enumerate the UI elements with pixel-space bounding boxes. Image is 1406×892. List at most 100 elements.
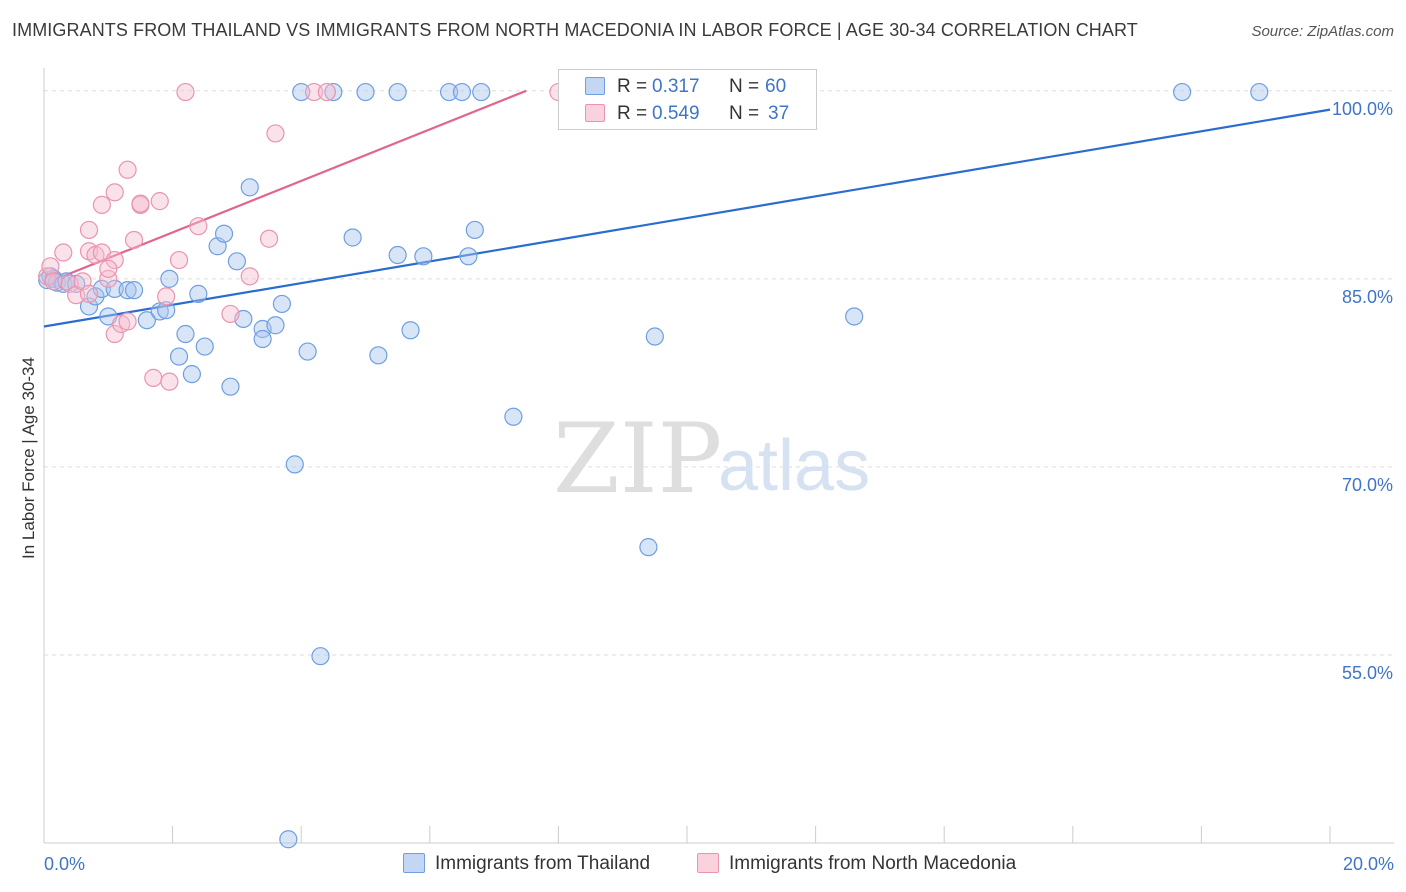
n-label: N = (729, 76, 760, 97)
point-north-macedonia (169, 250, 189, 270)
watermark-atlas: atlas (718, 426, 870, 506)
legend-swatch-thailand (403, 853, 425, 873)
r-label: R = (617, 103, 648, 124)
point-north-macedonia (105, 183, 124, 202)
point-thailand (401, 321, 420, 340)
watermark: ZIP atlas (553, 403, 870, 515)
point-thailand (356, 82, 375, 102)
x-tick-label: 20.0% (1343, 854, 1394, 874)
point-thailand (1250, 82, 1269, 102)
point-thailand (369, 346, 388, 365)
point-thailand (298, 342, 317, 361)
point-thailand (137, 311, 156, 330)
trend-lines (43, 89, 1331, 328)
point-north-macedonia (41, 257, 60, 276)
point-north-macedonia (79, 220, 99, 240)
point-thailand (160, 269, 179, 288)
legend-swatch-north-macedonia (697, 853, 719, 873)
axes (43, 68, 1394, 844)
point-thailand (414, 247, 433, 266)
n-value-thailand: 60 (765, 76, 787, 97)
point-thailand (1173, 82, 1192, 102)
point-thailand (452, 82, 472, 102)
legend-label-thailand: Immigrants from Thailand (435, 853, 651, 874)
point-thailand (214, 224, 234, 243)
point-thailand (439, 82, 459, 102)
y-tick-label: 55.0% (1342, 663, 1393, 683)
point-thailand (311, 647, 330, 666)
chart-title: IMMIGRANTS FROM THAILAND VS IMMIGRANTS F… (12, 20, 1138, 40)
point-north-macedonia (54, 243, 73, 262)
point-thailand (845, 307, 864, 326)
point-thailand (189, 284, 208, 303)
r-label: R = (617, 76, 648, 97)
point-north-macedonia (44, 272, 63, 291)
legend-label-north-macedonia: Immigrants from North Macedonia (729, 853, 1017, 874)
point-thailand (253, 329, 272, 349)
point-north-macedonia (105, 324, 124, 344)
point-thailand (150, 302, 169, 321)
point-thailand (285, 455, 304, 474)
point-north-macedonia (259, 229, 279, 248)
point-north-macedonia (79, 284, 99, 303)
point-north-macedonia (189, 217, 208, 236)
point-thailand (639, 538, 658, 557)
point-thailand (645, 327, 664, 346)
stats-box: R = 0.317 N = 60 R = 0.549 N = 37 (558, 69, 817, 130)
axis-labels: 100.0% 85.0% 70.0% 55.0% 0.0% 20.0% In Labor F… (19, 99, 1394, 874)
y-axis-title: In Labor Force | Age 30-34 (19, 357, 38, 559)
point-north-macedonia (92, 195, 111, 214)
point-north-macedonia (160, 372, 179, 391)
source-label: Source: ZipAtlas.com (1251, 23, 1394, 40)
point-thailand (118, 281, 137, 300)
y-tick-label: 100.0% (1332, 99, 1393, 119)
n-value-north-macedonia: 37 (768, 103, 790, 124)
point-north-macedonia (176, 82, 195, 102)
grid-lines (44, 90, 1394, 656)
point-thailand (388, 245, 407, 265)
y-tick-label: 85.0% (1342, 287, 1393, 307)
point-north-macedonia (240, 267, 259, 286)
point-thailand (240, 178, 259, 197)
point-north-macedonia (266, 124, 285, 143)
point-thailand (465, 220, 484, 240)
data-points (38, 82, 1269, 849)
trend-line-north-macedonia (43, 89, 527, 285)
point-thailand (105, 279, 124, 298)
point-thailand (504, 407, 523, 426)
point-north-macedonia (99, 269, 118, 288)
point-north-macedonia (150, 192, 169, 211)
r-value-thailand: 0.317 (652, 76, 700, 97)
point-north-macedonia (317, 82, 337, 102)
y-tick-label: 70.0% (1342, 475, 1393, 495)
point-thailand (124, 281, 144, 300)
point-thailand (272, 294, 292, 314)
point-thailand (459, 247, 478, 266)
point-thailand (182, 365, 201, 384)
point-thailand (176, 324, 195, 344)
point-thailand (472, 82, 491, 102)
n-label: N = (729, 103, 760, 124)
point-thailand (266, 316, 285, 335)
point-thailand (195, 337, 214, 356)
trend-line-thailand (43, 108, 1331, 328)
point-thailand (157, 301, 176, 320)
point-thailand (279, 830, 298, 849)
point-north-macedonia (131, 194, 150, 213)
point-north-macedonia (157, 287, 176, 306)
point-thailand (343, 228, 362, 247)
point-north-macedonia (144, 368, 163, 387)
stats-row-thailand: R = 0.317 N = 60 (559, 74, 816, 100)
point-thailand (169, 347, 189, 366)
x-tick-label: 0.0% (44, 854, 85, 874)
point-north-macedonia (124, 230, 144, 250)
point-thailand (79, 297, 99, 316)
point-thailand (221, 377, 240, 396)
r-value-north-macedonia: 0.549 (652, 103, 700, 124)
point-north-macedonia (304, 82, 324, 102)
point-thailand (388, 82, 407, 102)
point-north-macedonia (221, 304, 240, 324)
point-north-macedonia (99, 259, 118, 278)
thailand-swatch (585, 77, 605, 95)
